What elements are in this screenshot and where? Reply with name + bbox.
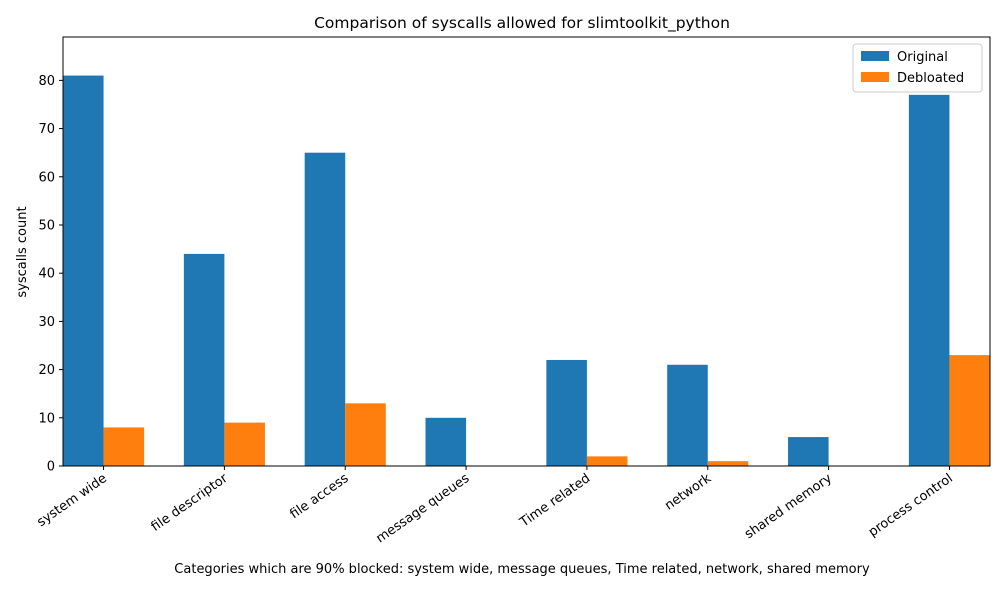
plot-frame xyxy=(62,36,991,467)
y-tick-label: 20 xyxy=(38,363,55,378)
legend-label: Original xyxy=(897,50,948,65)
bar-original-network xyxy=(667,364,708,466)
y-tick-label: 40 xyxy=(38,267,55,282)
x-tick-label: shared memory xyxy=(742,471,835,542)
x-tick-label: process control xyxy=(866,471,956,540)
legend-swatch xyxy=(861,51,889,61)
bar-original-file-access xyxy=(304,152,346,466)
bar-debloated-time-related xyxy=(586,456,628,466)
bar-original-shared-memory xyxy=(788,437,829,466)
x-tick-label: Time related xyxy=(517,471,594,531)
y-axis: 0 10 20 30 40 50 60 70 80 xyxy=(38,74,63,475)
legend-label: Debloated xyxy=(897,71,964,86)
bar-debloated-file-descriptor xyxy=(224,422,265,466)
chart-title: Comparison of syscalls allowed for slimt… xyxy=(314,14,730,33)
legend-swatch xyxy=(861,72,889,82)
x-tick-label: message queues xyxy=(374,471,473,547)
bars xyxy=(63,75,990,466)
y-tick-label: 70 xyxy=(38,122,55,137)
x-tick-label: network xyxy=(662,471,714,514)
bar-debloated-file-access xyxy=(345,403,386,466)
bar-original-message-queues xyxy=(425,417,467,466)
x-tick-label: file descriptor xyxy=(149,471,232,535)
legend: Original Debloated xyxy=(852,43,983,93)
bar-debloated-network xyxy=(707,461,749,466)
x-tick-label: file access xyxy=(287,471,351,522)
y-axis-label: syscalls count xyxy=(15,206,30,297)
x-axis-label: Categories which are 90% blocked: system… xyxy=(174,562,870,577)
bar-debloated-system-wide xyxy=(103,427,145,466)
y-tick-label: 60 xyxy=(38,170,55,185)
bar-debloated-process-control xyxy=(949,355,990,466)
bar-original-process-control xyxy=(908,94,950,466)
x-tick-label: system wide xyxy=(34,471,109,530)
bar-original-time-related xyxy=(546,359,587,466)
y-tick-label: 50 xyxy=(38,218,55,233)
bar-original-system-wide xyxy=(63,75,104,466)
bar-original-file-descriptor xyxy=(183,253,225,466)
y-tick-label: 80 xyxy=(38,74,55,89)
x-axis: system wide file descriptor file access mes… xyxy=(34,466,956,547)
y-tick-label: 0 xyxy=(47,460,55,475)
y-tick-label: 10 xyxy=(38,411,55,426)
y-tick-label: 30 xyxy=(38,315,55,330)
